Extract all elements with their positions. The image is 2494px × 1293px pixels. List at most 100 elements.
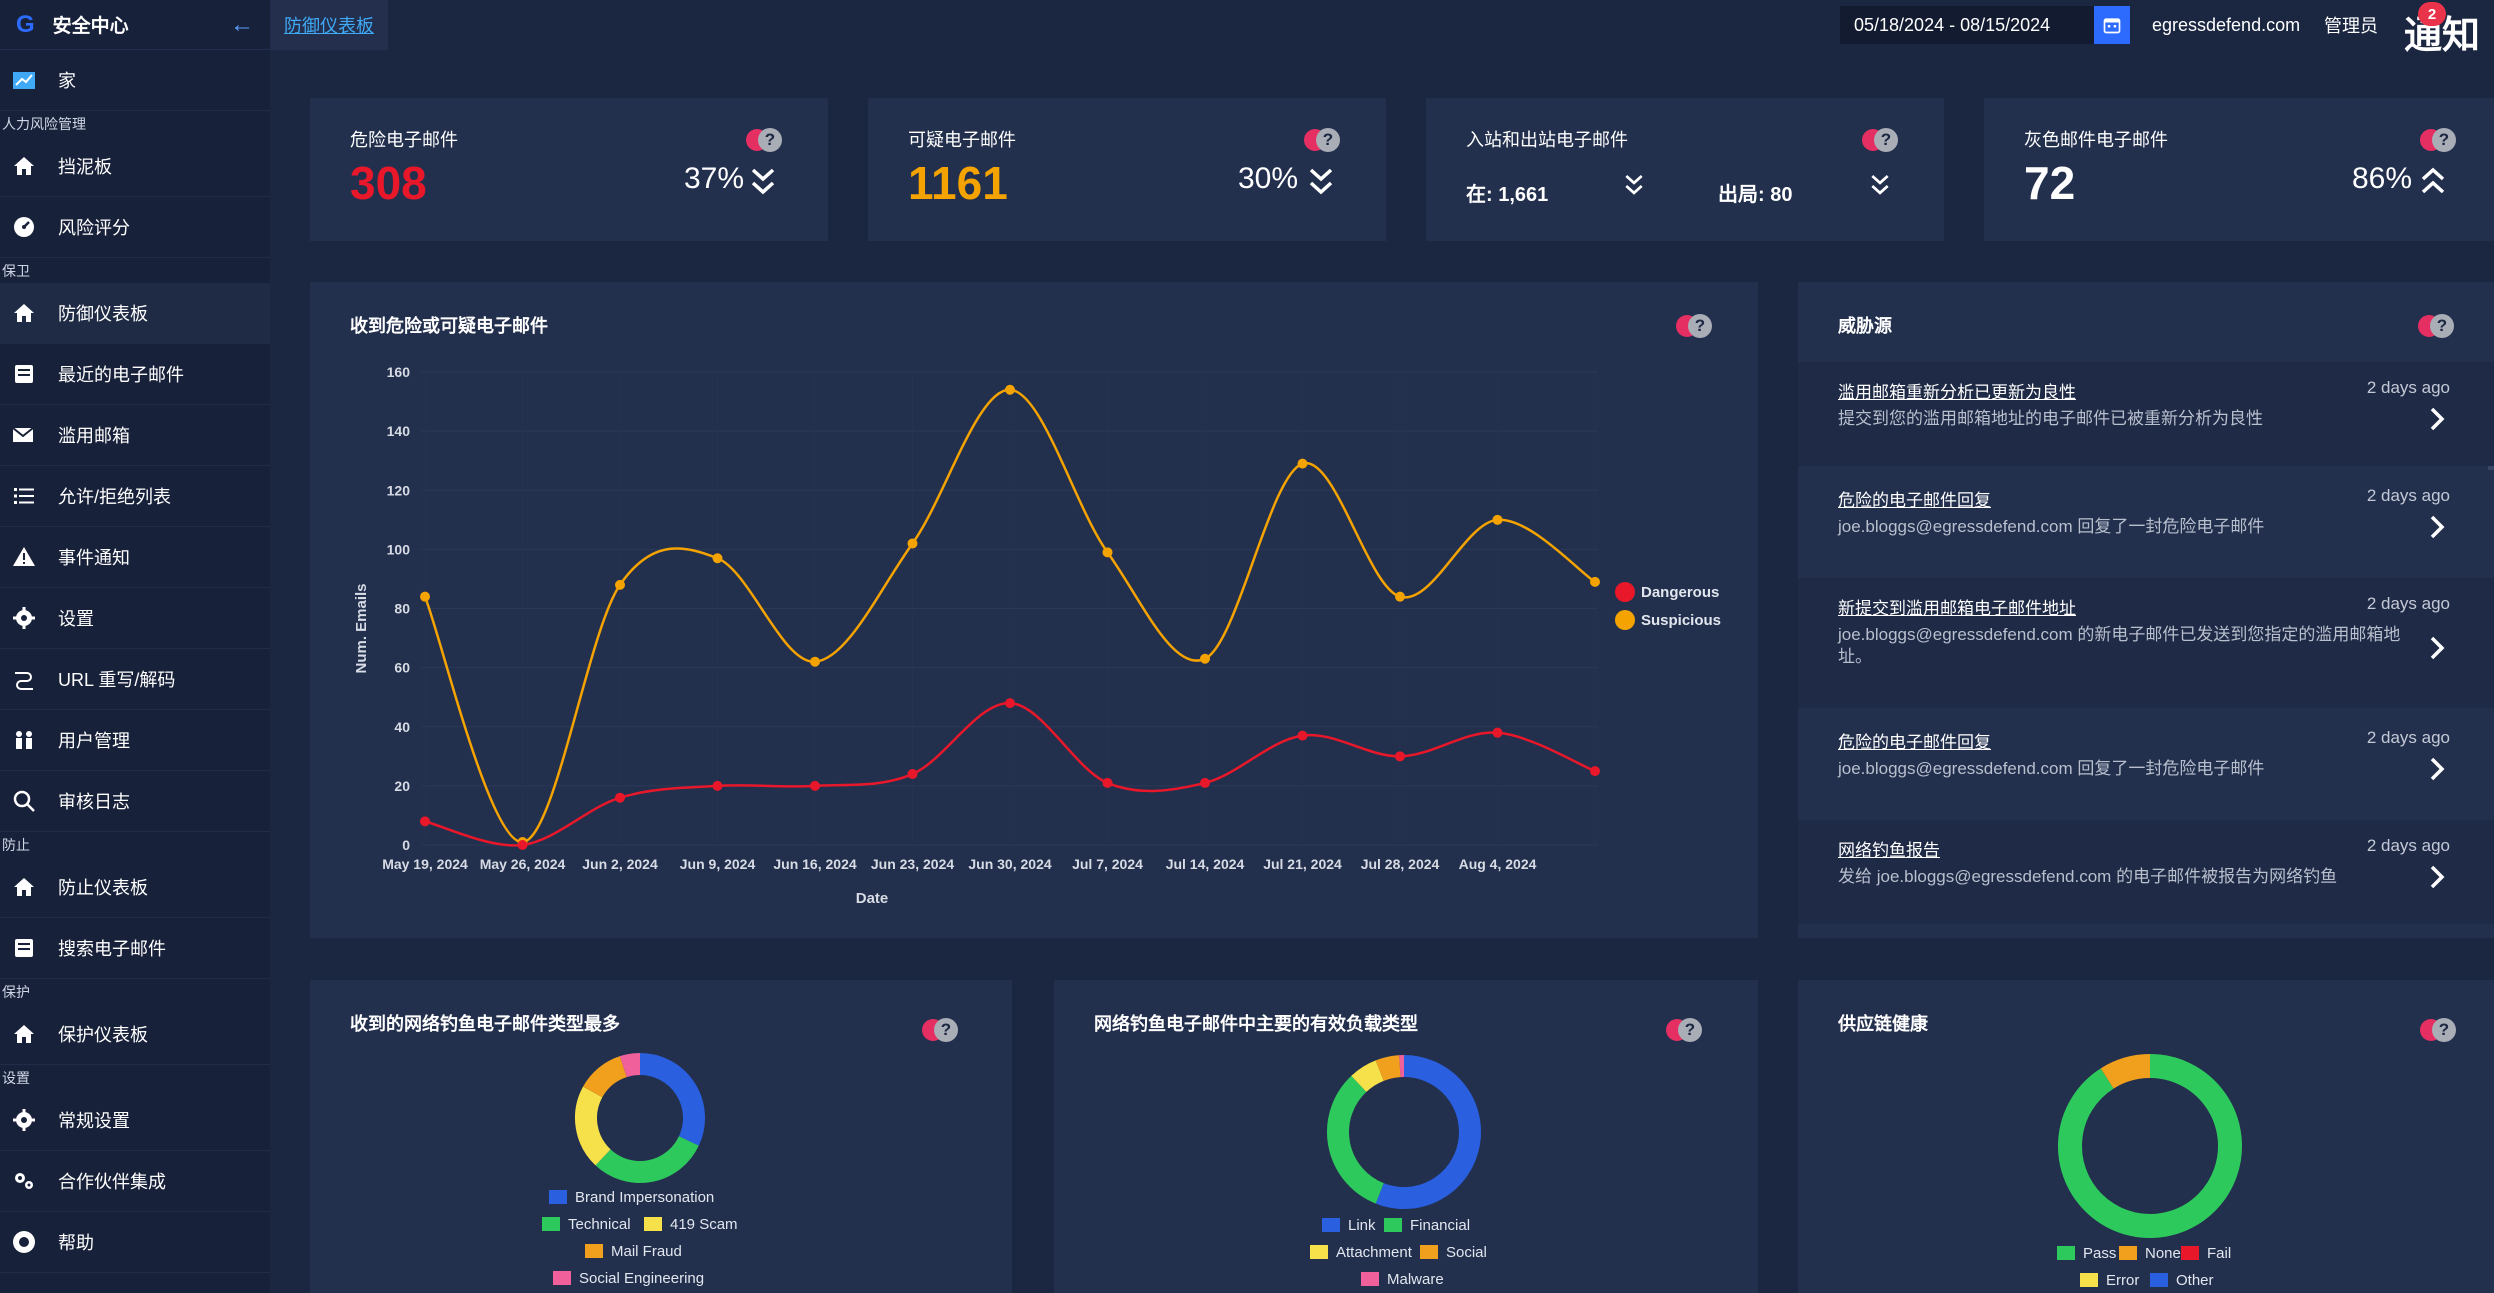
date-range-input[interactable]: 05/18/2024 - 08/15/2024: [1840, 6, 2130, 44]
help-icon[interactable]: ?: [1676, 314, 1712, 338]
threat-feed-item[interactable]: 滥用邮箱重新分析已更新为良性 2 days ago 提交到您的滥用邮箱地址的电子邮件…: [1798, 362, 2494, 466]
donut-slice-none: [2100, 1054, 2151, 1089]
legend-swatch: [585, 1244, 603, 1258]
data-point: [1102, 547, 1113, 558]
sidebar-item-prevent-dashboard[interactable]: 防止仪表板: [0, 857, 270, 918]
sidebar-item-label: 挡泥板: [58, 157, 112, 177]
sidebar-item-label: 事件通知: [58, 548, 130, 568]
threat-title[interactable]: 新提交到滥用邮箱电子邮件地址: [1838, 599, 2076, 618]
sidebar-item-allow-deny[interactable]: 允许/拒绝列表: [0, 466, 270, 527]
chevron-right-icon[interactable]: [2428, 514, 2446, 540]
threat-time: 2 days ago: [2366, 836, 2450, 855]
sidebar-item-url-rewrite[interactable]: URL 重写/解码: [0, 649, 270, 710]
chevron-right-icon[interactable]: [2428, 635, 2446, 661]
data-point: [810, 656, 820, 667]
help-icon[interactable]: ?: [922, 1018, 958, 1042]
threat-feed-item[interactable]: 危险的电子邮件回复 2 days ago joe.bloggs@egressdefe…: [1798, 470, 2494, 574]
sidebar-item-dashboard[interactable]: 挡泥板: [0, 136, 270, 197]
threat-feed-item[interactable]: 新提交到滥用邮箱电子邮件地址 2 days ago joe.bloggs@egres…: [1798, 578, 2494, 708]
sidebar-item-audit-log[interactable]: 审核日志: [0, 771, 270, 832]
inbound-count: 在: 1,661: [1466, 184, 1549, 206]
chevron-right-icon[interactable]: [2428, 864, 2446, 890]
threat-time: 2 days ago: [2366, 728, 2450, 747]
mail-check-icon: [10, 421, 38, 449]
tab-link[interactable]: 防御仪表板: [284, 16, 374, 36]
sidebar: G 安全中心 ← 家 人力风险管理 挡泥板 风险评分 保卫 防御仪表板 最近的电…: [0, 0, 270, 1293]
sidebar-item-settings[interactable]: 设置: [0, 588, 270, 649]
data-point: [1297, 730, 1308, 741]
help-icon[interactable]: ?: [1304, 128, 1340, 152]
gear-icon: [10, 604, 38, 632]
sidebar-item-incident[interactable]: 事件通知: [0, 527, 270, 588]
stat-card-inbound-outbound: 入站和出站电子邮件 ? 在: 1,661 出局: 80: [1426, 98, 1944, 241]
sidebar-item-label: 允许/拒绝列表: [58, 487, 172, 507]
collapse-arrow-icon[interactable]: ←: [230, 10, 254, 38]
threat-description: 发给 joe.bloggs@egressdefend.com 的电子邮件被报告为…: [1838, 867, 2338, 886]
data-point: [615, 792, 625, 803]
legend-swatch: [2080, 1273, 2098, 1287]
threat-feed-item[interactable]: 网络钓鱼报告 2 days ago 发给 joe.bloggs@egressdefe…: [1798, 820, 2494, 924]
threat-title[interactable]: 危险的电子邮件回复: [1838, 491, 1991, 510]
legend-swatch: [1361, 1272, 1379, 1286]
outbound-count: 出局: 80: [1718, 184, 1793, 206]
calendar-button[interactable]: [2094, 6, 2130, 44]
stat-card-suspicious: 可疑电子邮件 ? 1161 30%: [868, 98, 1386, 241]
line-chart: 0 20 40 60 80 100 120 140 160 May 19, 2024 May 26,…: [353, 364, 1721, 907]
threat-title[interactable]: 滥用邮箱重新分析已更新为良性: [1838, 383, 2076, 402]
legend-label: Social: [1446, 1244, 1487, 1261]
legend-label: Error: [2106, 1272, 2139, 1289]
threat-title[interactable]: 危险的电子邮件回复: [1838, 733, 1991, 752]
sidebar-item-label: 最近的电子邮件: [58, 365, 184, 385]
y-tick-label: 120: [387, 482, 411, 498]
stat-card-dangerous: 危险电子邮件 ? 308 37%: [310, 98, 828, 241]
sidebar-item-protect-dashboard[interactable]: 保护仪表板: [0, 1004, 270, 1065]
admin-menu[interactable]: 管理员: [2324, 16, 2378, 36]
threat-time: 2 days ago: [2366, 378, 2450, 397]
legend-label: Dangerous: [1641, 584, 1719, 601]
data-point: [615, 579, 625, 590]
help-icon[interactable]: ?: [1666, 1018, 1702, 1042]
threat-feed-item[interactable]: 点击了危险的电子邮件链接2 days ago: [1798, 928, 2494, 938]
sidebar-item-defense-dashboard[interactable]: 防御仪表板: [0, 283, 270, 344]
x-tick-label: Jun 23, 2024: [871, 856, 954, 872]
domain-selector[interactable]: egressdefend.com: [2152, 14, 2301, 35]
legend-label: Malware: [1387, 1271, 1444, 1288]
sidebar-item-partner[interactable]: 合作伙伴集成: [0, 1151, 270, 1212]
legend-swatch: [549, 1190, 567, 1204]
legend-marker: [1615, 610, 1635, 630]
tab-defense-dashboard[interactable]: 防御仪表板: [270, 0, 388, 50]
sidebar-item-risk-score[interactable]: 风险评分: [0, 197, 270, 258]
data-point: [712, 553, 723, 564]
donut-chart: Pass None Fail Error Other: [2057, 1054, 2242, 1289]
threat-feed-card: 威胁源 ? 滥用邮箱重新分析已更新为良性 2 days ago 提交到您的滥用邮箱地…: [1798, 282, 2494, 938]
stat-percent: 37%: [684, 162, 745, 195]
sidebar-item-search-email[interactable]: 搜索电子邮件: [0, 918, 270, 979]
sidebar-item-user-mgmt[interactable]: 用户管理: [0, 710, 270, 771]
sidebar-item-abuse-mailbox[interactable]: 滥用邮箱: [0, 405, 270, 466]
chevron-right-icon[interactable]: [2428, 756, 2446, 782]
help-icon[interactable]: ?: [746, 128, 782, 152]
sidebar-item-label: URL 重写/解码: [58, 670, 176, 690]
x-axis-label: Date: [856, 890, 889, 907]
threat-title[interactable]: 网络钓鱼报告: [1838, 841, 1940, 860]
sidebar-item-help[interactable]: 帮助: [0, 1212, 270, 1273]
x-tick-label: Jul 14, 2024: [1166, 856, 1245, 872]
stat-percent: 86%: [2352, 162, 2413, 195]
data-point: [1590, 576, 1600, 587]
chevron-double-down-icon: [1870, 172, 1890, 200]
chart-title: 收到危险或可疑电子邮件: [350, 316, 548, 336]
data-point: [907, 769, 918, 780]
chevron-right-icon[interactable]: [2428, 406, 2446, 432]
help-icon[interactable]: ?: [2420, 1018, 2456, 1042]
threat-feed-item[interactable]: 危险的电子邮件回复 2 days ago joe.bloggs@egressdefe…: [1798, 712, 2494, 816]
sidebar-item-general-settings[interactable]: 常规设置: [0, 1090, 270, 1151]
legend-label: Link: [1348, 1217, 1376, 1234]
legend-swatch: [2181, 1246, 2199, 1260]
help-icon[interactable]: ?: [2420, 128, 2456, 152]
help-icon[interactable]: ?: [2418, 314, 2454, 338]
help-icon[interactable]: ?: [1862, 128, 1898, 152]
sidebar-item-home[interactable]: 家: [0, 50, 270, 111]
sidebar-item-label: 滥用邮箱: [58, 426, 130, 446]
legend-swatch: [542, 1217, 560, 1231]
sidebar-item-recent-emails[interactable]: 最近的电子邮件: [0, 344, 270, 405]
